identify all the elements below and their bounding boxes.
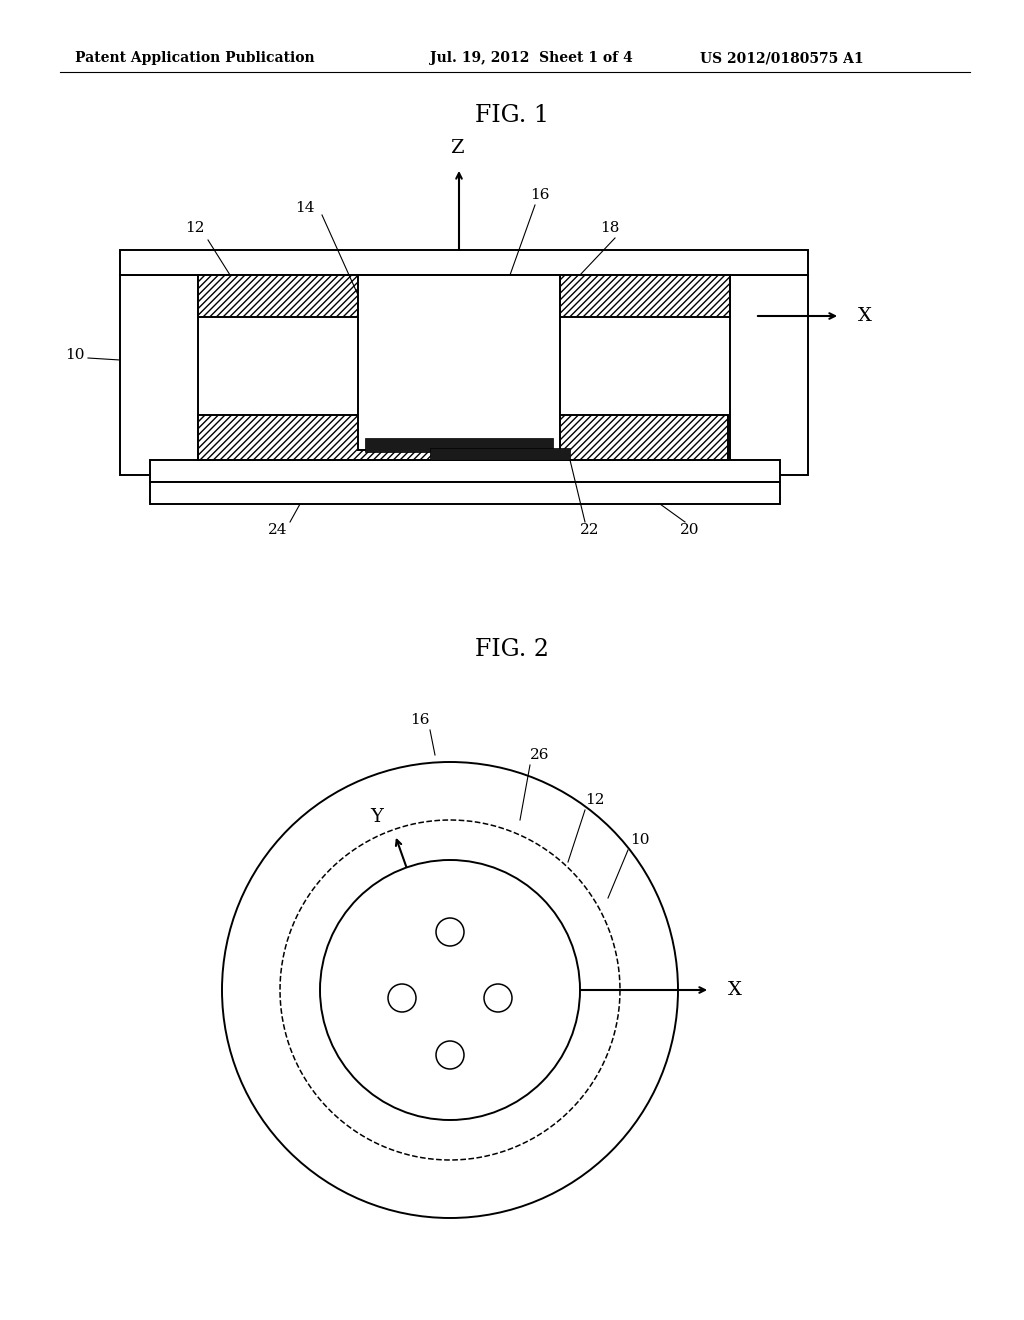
Circle shape: [436, 917, 464, 946]
Text: X: X: [858, 308, 871, 325]
Text: 20: 20: [680, 523, 699, 537]
Bar: [198, 414, 728, 459]
Text: 14: 14: [295, 201, 314, 215]
Circle shape: [484, 983, 512, 1012]
Text: 18: 18: [600, 220, 620, 235]
Text: 22: 22: [581, 523, 600, 537]
Bar: [560, 275, 730, 317]
Circle shape: [222, 762, 678, 1218]
Text: US 2012/0180575 A1: US 2012/0180575 A1: [700, 51, 863, 65]
Text: Patent Application Publication: Patent Application Publication: [75, 51, 314, 65]
Text: 12: 12: [586, 793, 605, 807]
Text: Jul. 19, 2012  Sheet 1 of 4: Jul. 19, 2012 Sheet 1 of 4: [430, 51, 633, 65]
Bar: [358, 275, 560, 450]
Circle shape: [388, 983, 416, 1012]
Text: FIG. 1: FIG. 1: [475, 103, 549, 127]
Text: Y: Y: [371, 808, 383, 826]
Text: FIG. 2: FIG. 2: [475, 639, 549, 661]
Text: 10: 10: [66, 348, 85, 362]
Text: 24: 24: [268, 523, 288, 537]
Bar: [365, 438, 553, 451]
Circle shape: [436, 1041, 464, 1069]
Text: X: X: [728, 981, 741, 999]
Bar: [120, 275, 198, 475]
Text: 12: 12: [185, 220, 205, 235]
Bar: [150, 482, 780, 504]
Bar: [120, 249, 808, 275]
Bar: [730, 275, 808, 475]
Bar: [430, 447, 570, 459]
Text: Z: Z: [451, 139, 464, 157]
Bar: [198, 275, 358, 317]
Text: 26: 26: [530, 748, 550, 762]
Text: 10: 10: [630, 833, 650, 847]
Text: 16: 16: [411, 713, 430, 727]
Text: 16: 16: [530, 187, 550, 202]
Circle shape: [319, 861, 580, 1119]
Bar: [150, 459, 780, 482]
